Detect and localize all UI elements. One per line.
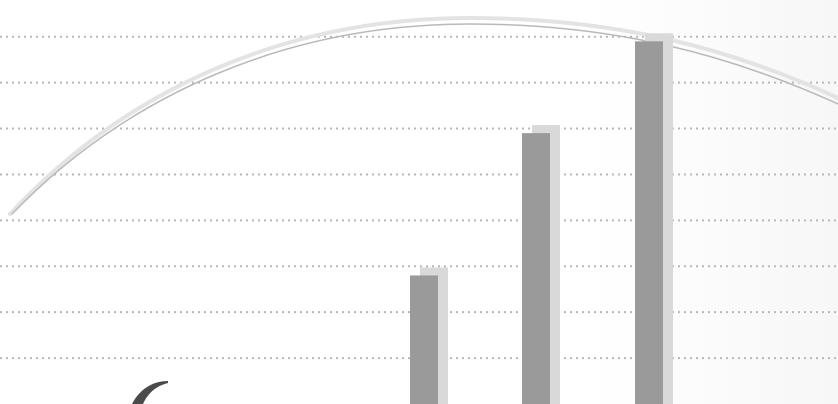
curved-mark bbox=[132, 381, 168, 404]
decorative-shapes bbox=[132, 381, 168, 404]
gridlines bbox=[0, 35, 838, 360]
decorative-arcs bbox=[8, 15, 838, 216]
bars bbox=[410, 33, 673, 404]
inner-arc bbox=[11, 23, 838, 215]
bar bbox=[635, 41, 663, 404]
bar bbox=[410, 275, 438, 404]
outer-arc bbox=[8, 15, 838, 216]
bar bbox=[522, 133, 550, 404]
